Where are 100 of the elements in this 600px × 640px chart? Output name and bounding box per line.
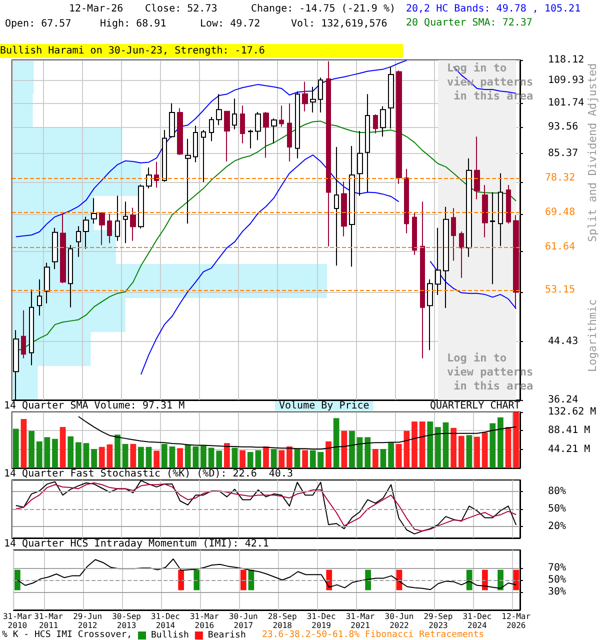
y-tick-label: 88.41 M (548, 425, 590, 436)
text: Close: 52.73 (145, 4, 218, 14)
legend-label: Bearish (208, 630, 246, 640)
candlestick (396, 70, 402, 184)
chart-title: 14 Quarter SMA Volume: 97.31 M (4, 400, 185, 412)
candlestick (349, 146, 355, 268)
candlestick (435, 227, 441, 296)
bar (427, 422, 434, 468)
candlestick (506, 184, 511, 224)
ref-line-label: 78.32 (545, 172, 576, 184)
x-tick-label: 29-Sep 2023 (424, 612, 453, 630)
bar (114, 434, 120, 468)
candlestick (224, 110, 230, 162)
candlestick (427, 278, 433, 351)
text: Bullish Harami on 30-Jun-23, Strength: -17.6 (0, 46, 265, 56)
candlestick (130, 207, 136, 242)
text: Vol: 132,619,576 (291, 18, 388, 30)
x-tick-label: 29-Jun 2012 (73, 612, 102, 630)
chart-title: 14 Quarter HCS Intraday Momentum (IMI): 42.1 (4, 538, 269, 550)
x-tick-label: 31-Mar 2021 (346, 612, 375, 630)
bar (294, 448, 300, 468)
candlestick (490, 192, 495, 285)
bar (28, 430, 34, 468)
text: 23.6-38.2-50-61.8% Fibonacci Retracements (262, 630, 484, 640)
candlestick (248, 129, 253, 149)
candlestick (37, 278, 42, 316)
bar (466, 435, 472, 468)
legend-label: Bullish (151, 630, 189, 640)
text: 12-Mar-26 (69, 4, 124, 14)
candlestick (146, 166, 152, 189)
bar (138, 446, 144, 468)
bar (20, 419, 27, 468)
candlestick (91, 198, 97, 224)
bar (216, 450, 222, 468)
candlestick (365, 94, 370, 193)
bar (240, 450, 246, 468)
candlestick (216, 94, 222, 126)
bar (302, 450, 308, 468)
y-tick-label: 70% (548, 562, 566, 574)
bar (146, 446, 152, 468)
bar (177, 448, 183, 468)
chart-title: 14 Quarter Fast Stochastic (%K) (%D): 22.6 40.3 (4, 468, 293, 480)
candlestick (334, 146, 339, 266)
bar (356, 437, 363, 468)
candlestick (341, 181, 347, 237)
text: Low: 49.72 (200, 18, 260, 30)
y-tick-label: 93.56 (548, 122, 578, 133)
bar (98, 446, 105, 468)
bar (498, 417, 504, 468)
bar (450, 428, 456, 468)
candlestick (76, 226, 81, 258)
text: Volume By Price (279, 400, 370, 412)
candlestick (279, 105, 284, 128)
bar (161, 444, 168, 468)
x-tick-label: 31-Mar 2016 (190, 612, 220, 630)
text: QUARTERLY CHART (430, 400, 520, 412)
y-tick-label: 109.93 (548, 75, 584, 86)
candlestick (466, 158, 472, 258)
candlestick (255, 111, 261, 141)
candlestick (68, 244, 73, 308)
candlestick (240, 105, 245, 144)
bar (318, 452, 324, 468)
candlestick (209, 116, 214, 142)
candlestick (60, 213, 66, 284)
candlestick (107, 213, 112, 244)
bar (326, 441, 332, 468)
candlestick (451, 208, 456, 262)
x-tick-label: 30-Sep 2013 (112, 612, 142, 630)
candlestick (21, 310, 26, 359)
bar (278, 450, 285, 468)
bar (364, 437, 371, 468)
bar (333, 418, 340, 468)
x-tick-label: 31-Dec 2019 (306, 612, 336, 630)
candlestick (154, 161, 159, 188)
y-tick-label: 132.62 M (548, 406, 596, 418)
candlestick (232, 98, 237, 130)
bar (60, 427, 66, 468)
candlestick (357, 130, 363, 196)
candlestick (44, 262, 50, 304)
text: Open: 67.57 (5, 18, 72, 30)
candlestick (169, 102, 175, 138)
y-tick-label: 118.12 (548, 54, 584, 66)
candlestick (115, 195, 120, 242)
legend-title: % K - HCS IMI Crossover, (2, 630, 132, 640)
text: Logarithmic (586, 299, 599, 372)
bar (106, 444, 113, 468)
bar (68, 436, 74, 468)
candlestick (474, 136, 480, 200)
bar (76, 442, 82, 468)
candlestick (482, 184, 488, 238)
candlestick (420, 201, 425, 359)
x-tick-label: 30-Jun 2022 (384, 612, 414, 630)
text: Change: -14.75 (-21.9 %) (251, 4, 396, 14)
bar (474, 436, 480, 468)
bar (200, 446, 206, 468)
bar (130, 444, 136, 468)
y-axis-title: Split and Dividend Adjusted (586, 63, 599, 242)
bar (263, 446, 269, 468)
ref-line-label: 53.15 (545, 284, 576, 296)
bar (419, 422, 426, 468)
